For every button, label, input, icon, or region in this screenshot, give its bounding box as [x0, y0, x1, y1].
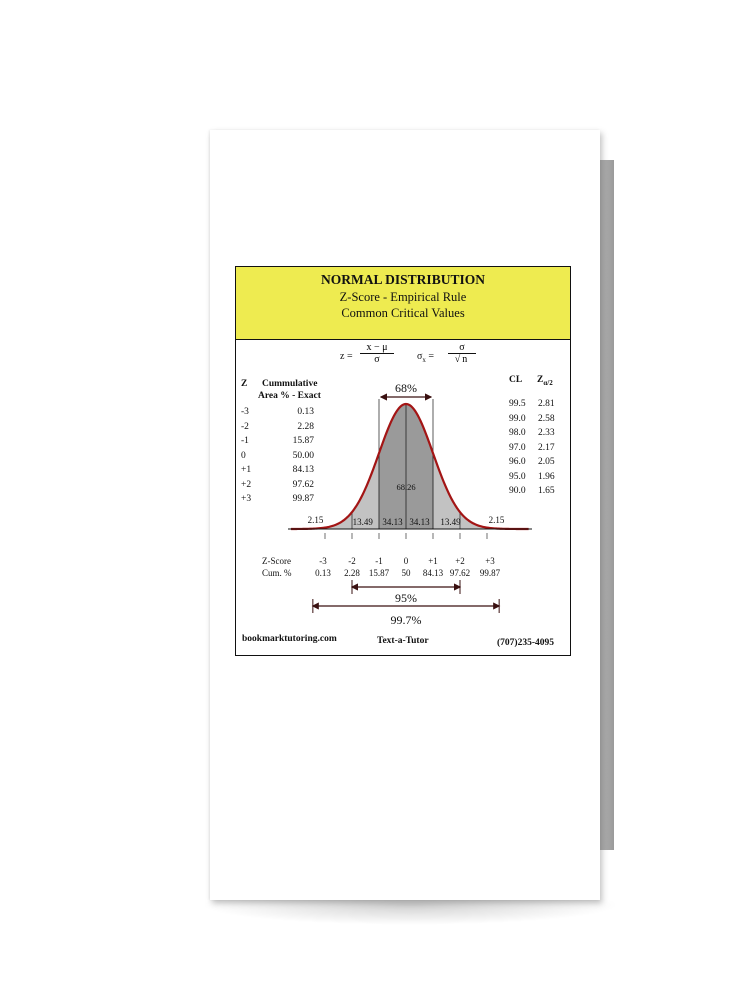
left-table-z-cell: -2: [241, 421, 249, 432]
region-label: 2.15: [489, 515, 505, 525]
alpha-subscript: α/2: [543, 378, 553, 387]
right-table-z-cell: 1.96: [538, 471, 555, 482]
right-table-cl-cell: 99.0: [509, 413, 526, 424]
region-label: 34.13: [409, 517, 430, 527]
left-table-z-cell: +1: [241, 465, 252, 475]
title-banner: NORMAL DISTRIBUTION Z-Score - Empirical …: [236, 267, 570, 340]
normal-curve-line: [290, 402, 529, 531]
footer-phone: (707)235-4095: [497, 638, 554, 648]
right-table-cl-cell: 97.0: [509, 442, 526, 453]
z-formula-numerator: x − μ: [366, 342, 388, 353]
left-table-header-area-1: Cummulative: [262, 379, 318, 389]
left-table-area-cell: 15.87: [292, 436, 314, 446]
sigma-x-formula-fraction: σ √ n: [448, 342, 476, 365]
cum-percent-tick-label: 15.87: [369, 568, 390, 578]
right-table-z-cell: 2.17: [538, 442, 555, 453]
right-table-cl-cell: 99.5: [509, 399, 526, 409]
right-table-cl-cell: 95.0: [509, 471, 526, 482]
left-table-z-cell: +3: [241, 494, 252, 504]
left-table-z-cell: -1: [241, 436, 249, 446]
footer-website: bookmarktutoring.com: [242, 634, 337, 644]
z-score-tick-label: 0: [404, 556, 409, 566]
z-score-tick-label: -2: [348, 556, 356, 566]
z-score-tick-label: -1: [375, 556, 383, 566]
region-label: 2.15: [308, 515, 324, 525]
right-table-cl-cell: 98.0: [509, 428, 526, 438]
fraction-bar: [448, 353, 476, 354]
left-table-area-cell: 84.13: [292, 465, 314, 475]
z-formula-denominator: σ: [374, 354, 380, 365]
sigma-x-formula-prefix: σx =: [417, 351, 434, 364]
fraction-bar: [360, 353, 394, 354]
z-formula-fraction: x − μ σ: [360, 342, 394, 365]
left-table-area-cell: 50.00: [292, 450, 314, 461]
sqrt-radicand: n: [460, 353, 470, 365]
cum-percent-tick-label: 2.28: [344, 568, 360, 578]
right-table-cl-cell: 90.0: [509, 486, 526, 496]
z-formula-prefix: z =: [340, 351, 353, 362]
left-table-z-cell: 0: [241, 450, 246, 461]
left-table-area-cell: 2.28: [297, 421, 314, 432]
left-table-area-cell: 0.13: [297, 407, 314, 417]
sqrt-icon: √: [454, 354, 461, 365]
bracket-label-68: 68%: [395, 381, 417, 395]
card-back-panel: [596, 160, 614, 850]
sigma-symbol: σ: [417, 351, 423, 362]
center-label-68-26: 68.26: [396, 482, 415, 492]
cum-percent-tick-label: 84.13: [423, 568, 444, 578]
right-table-z-cell: 1.65: [538, 486, 555, 496]
bracket-label-95: 95%: [395, 591, 417, 605]
left-table-header-z: Z: [241, 379, 248, 389]
banner-subtitle-1: Z-Score - Empirical Rule: [339, 290, 467, 304]
footer-text-a-tutor: Text-a-Tutor: [377, 636, 429, 646]
left-table-area-cell: 99.87: [292, 494, 314, 504]
z-label: Z: [537, 375, 544, 385]
banner-title: NORMAL DISTRIBUTION: [321, 272, 485, 287]
region-label: 13.49: [353, 517, 374, 527]
cum-percent-tick-label: 97.62: [450, 568, 470, 578]
cum-percent-row-label: Cum. %: [262, 568, 292, 578]
sigma-x-denominator: √ n: [448, 353, 476, 365]
z-score-tick-label: +1: [428, 556, 438, 566]
z-score-row-label: Z-Score: [262, 556, 291, 566]
cum-percent-tick-label: 99.87: [480, 568, 501, 578]
left-table-z-cell: +2: [241, 479, 252, 490]
right-table-cl-cell: 96.0: [509, 457, 526, 467]
right-table-header-z: Zα/2: [537, 375, 553, 387]
left-table-area-cell: 97.62: [292, 479, 314, 490]
cum-percent-tick-label: 50: [402, 568, 412, 578]
right-table-z-cell: 2.81: [538, 399, 555, 409]
banner-subtitle-2: Common Critical Values: [341, 306, 465, 320]
z-score-tick-label: +2: [455, 556, 465, 566]
bracket-label-99-7: 99.7%: [391, 613, 422, 627]
region-label: 34.13: [382, 517, 403, 527]
left-table-header-area-2: Area % - Exact: [258, 391, 321, 401]
equals-sign: =: [428, 351, 435, 362]
right-table-z-cell: 2.05: [538, 457, 555, 467]
z-score-tick-label: -3: [319, 556, 327, 566]
sigma-subscript: x: [422, 356, 426, 364]
left-table-z-cell: -3: [241, 407, 249, 417]
sigma-x-numerator: σ: [459, 342, 465, 353]
region-label: 13.49: [440, 517, 461, 527]
z-score-tick-label: +3: [485, 556, 495, 566]
card-artwork: NORMAL DISTRIBUTION Z-Score - Empirical …: [235, 266, 571, 656]
right-table-header-cl: CL: [509, 375, 523, 385]
right-table-z-cell: 2.33: [538, 428, 555, 438]
cum-percent-tick-label: 0.13: [315, 568, 331, 578]
right-table-z-cell: 2.58: [538, 413, 555, 424]
normal-curve-chart: 2.15 13.49 34.13 34.13 13.49 2.15 68.26 -3 0.13 -…: [262, 381, 532, 627]
